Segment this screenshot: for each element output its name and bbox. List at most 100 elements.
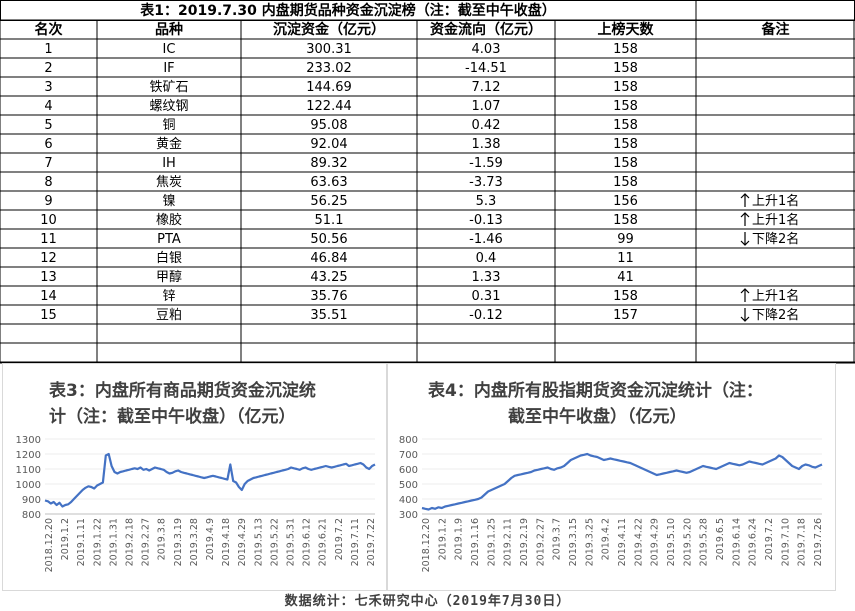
table-cell: 豆粕 xyxy=(156,308,182,323)
x-tick-label: 2019.3.7 xyxy=(552,518,563,560)
remark-text: 上升1名 xyxy=(752,212,799,228)
index-chart-panel: 表4：内盘所有股指期货资金沉淀统计（注： 截至中午收盘）（亿元） 300 400 5… xyxy=(387,363,836,591)
y-tick-label: 700 xyxy=(399,450,418,461)
table-cell: 35.51 xyxy=(310,308,347,323)
x-tick-label: 2019.2.27 xyxy=(535,518,546,566)
table-cell: -1.46 xyxy=(469,232,503,247)
x-tick-label: 2019.1.2 xyxy=(437,518,448,560)
table-cell: 螺纹钢 xyxy=(149,99,188,114)
table-cell: -0.13 xyxy=(469,213,503,228)
table-cell: 5.3 xyxy=(476,194,497,209)
x-tick-label: 2019.7.26 xyxy=(813,518,824,566)
table-cell: 10 xyxy=(40,213,57,228)
x-tick-label: 2019.6.14 xyxy=(731,518,742,566)
x-tick-label: 2019.7.22 xyxy=(366,518,377,566)
table-cell: 1.38 xyxy=(472,137,501,152)
x-tick-label: 2019.1.16 xyxy=(470,518,481,566)
x-tick-label: 2019.5.28 xyxy=(699,518,710,566)
x-tick-label: 2019.3.25 xyxy=(584,518,595,566)
remark-text: 下降2名 xyxy=(752,307,799,323)
table-cell: 15 xyxy=(40,308,57,323)
table-cell: 158 xyxy=(613,213,638,228)
table-cell: 锌 xyxy=(162,289,175,304)
y-tick-label: 800 xyxy=(399,435,418,446)
table-cell: 158 xyxy=(613,61,638,76)
table-cell: 41 xyxy=(617,270,634,285)
table-cell: 13 xyxy=(40,270,57,285)
table-cell: 300.31 xyxy=(306,42,352,57)
up-arrow-head xyxy=(740,193,750,199)
table-cell: IC xyxy=(163,42,176,57)
table-cell: -14.51 xyxy=(465,61,507,76)
table-cell: IF xyxy=(163,61,174,76)
x-tick-label: 2019.3.28 xyxy=(189,518,200,566)
table-cell: 7 xyxy=(44,156,52,171)
table-cell: 0.4 xyxy=(476,251,497,266)
table-cell: 2 xyxy=(44,61,52,76)
table-cell: 158 xyxy=(613,118,638,133)
footer-source: 数据统计：七禾研究中心（2019年7月30日） xyxy=(284,594,571,609)
down-arrow-head xyxy=(740,240,750,246)
column-header: 名次 xyxy=(35,21,63,38)
x-tick-label: 2019.6.21 xyxy=(318,518,329,566)
commodity-chart-panel: 表3：内盘所有商品期货资金沉淀统 计（注：截至中午收盘）（亿元） 800 900 1… xyxy=(2,363,387,591)
x-tick-label: 2019.6.24 xyxy=(748,518,759,566)
table-cell: 233.02 xyxy=(306,61,352,76)
x-tick-label: 2019.4.2 xyxy=(601,518,612,560)
y-tick-label: 1100 xyxy=(16,465,41,476)
y-tick-label: 400 xyxy=(399,495,418,506)
table-cell: 158 xyxy=(613,80,638,95)
x-tick-label: 2019.5.13 xyxy=(253,518,264,566)
table-cell: 14 xyxy=(40,289,57,304)
x-tick-label: 2019.1.11 xyxy=(76,518,87,566)
table-cell: 92.04 xyxy=(310,137,347,152)
table-cell: 158 xyxy=(613,137,638,152)
x-tick-label: 2019.4.22 xyxy=(633,518,644,566)
y-tick-label: 1200 xyxy=(16,450,41,461)
table-cell: 3 xyxy=(44,80,52,95)
remark-text: 上升1名 xyxy=(752,193,799,209)
index-chart-title: 表4：内盘所有股指期货资金沉淀统计（注： 截至中午收盘）（亿元） xyxy=(428,378,828,430)
column-header: 资金流向（亿元） xyxy=(430,21,542,38)
y-tick-label: 800 xyxy=(22,510,41,521)
x-tick-label: 2019.2.19 xyxy=(519,518,530,566)
x-tick-label: 2019.7.11 xyxy=(350,518,361,566)
down-arrow-head xyxy=(740,316,750,322)
series-line xyxy=(421,452,823,511)
table-cell: 89.32 xyxy=(310,156,347,171)
column-header: 沉淀资金（亿元） xyxy=(273,21,385,38)
table-cell: -1.59 xyxy=(469,156,503,171)
x-tick-label: 2019.5.20 xyxy=(682,518,693,566)
x-tick-label: 2019.3.15 xyxy=(568,518,579,566)
x-tick-label: 2019.4.18 xyxy=(221,518,232,566)
column-header: 上榜天数 xyxy=(598,21,655,38)
table-cell: 甲醇 xyxy=(156,269,182,285)
x-tick-label: 2019.1.2 xyxy=(60,518,71,560)
y-tick-label: 500 xyxy=(399,480,418,491)
x-tick-label: 2019.4.9 xyxy=(205,518,216,560)
series-line xyxy=(44,452,376,508)
table-cell: 158 xyxy=(613,175,638,190)
table-cell: 5 xyxy=(44,118,52,133)
table-cell: PTA xyxy=(157,232,181,247)
table-cell: 50.56 xyxy=(310,232,347,247)
table-cell: 158 xyxy=(613,42,638,57)
table-cell: -3.73 xyxy=(469,175,503,190)
x-tick-label: 2019.7.2 xyxy=(764,518,775,560)
table-cell: 43.25 xyxy=(310,270,347,285)
x-tick-label: 2019.3.8 xyxy=(157,518,168,560)
x-tick-label: 2019.2.27 xyxy=(141,518,152,566)
x-tick-label: 2018.12.20 xyxy=(421,518,432,572)
index-chart-title-line1: 表4：内盘所有股指期货资金沉淀统计（注： xyxy=(428,381,763,401)
x-tick-label: 2019.5.22 xyxy=(269,518,280,566)
table-cell: 51.1 xyxy=(315,213,344,228)
table-cell: 122.44 xyxy=(306,99,352,114)
table-cell: 158 xyxy=(613,99,638,114)
x-tick-label: 2019.1.25 xyxy=(486,518,497,566)
x-tick-label: 2019.4.29 xyxy=(650,518,661,566)
y-tick-label: 900 xyxy=(22,495,41,506)
x-tick-label: 2019.1.22 xyxy=(92,518,103,566)
remark-text: 上升1名 xyxy=(752,288,799,304)
table-cell: -0.12 xyxy=(469,308,503,323)
table-cell: 158 xyxy=(613,156,638,171)
